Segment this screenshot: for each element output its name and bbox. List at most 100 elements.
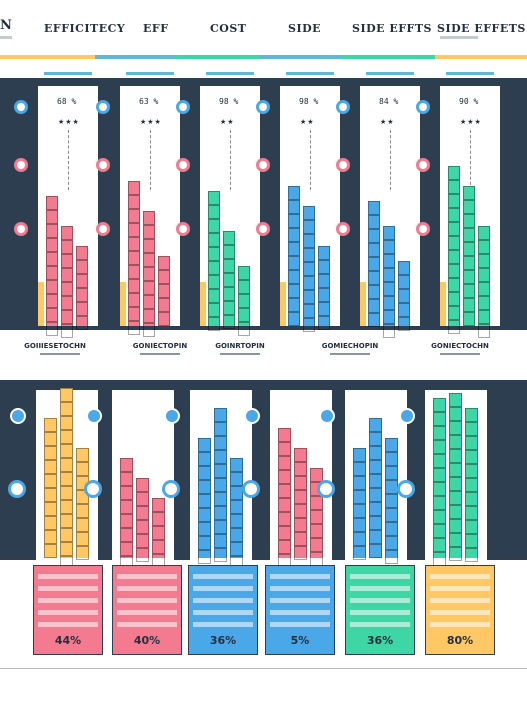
bar-cell [465,464,478,478]
top-bar [448,166,460,326]
bar-cell [278,470,291,484]
card-row [270,598,330,603]
bar-cell [46,196,58,210]
card-row [38,574,98,579]
bar-cell [76,316,88,330]
bar-cell [369,502,382,516]
bar-cell [60,500,73,514]
bar-cell [465,436,478,450]
bar-cell [310,468,323,482]
bar-cell [318,274,330,288]
bar-cell [198,508,211,522]
bar-cell [448,278,460,292]
bar-cell [128,265,140,279]
panel-label-strip [206,72,254,75]
bottom-bar [465,408,478,558]
bar-cell [61,296,73,310]
bar-cell [449,533,462,547]
bar-cell [385,466,398,480]
pill-icon [416,222,430,236]
bar-cell [208,247,220,261]
top-percent: 90 % [458,97,480,106]
bar-cell [433,426,446,440]
top-bar [318,246,330,326]
bar-cell [208,233,220,247]
bar-cell [44,544,57,558]
bar-cell [288,214,300,228]
top-bar [76,246,88,326]
top-bar [303,206,315,326]
bar-cell [198,466,211,480]
bar-cell [158,270,170,284]
bar-cell [449,463,462,477]
bar-cell [449,491,462,505]
bar-cell [433,510,446,524]
mid-label: GONIECTOCHN [431,342,489,350]
bar-cell [61,324,73,338]
bar-cell [383,296,395,310]
bar-cell [385,508,398,522]
header-n: N [0,18,12,33]
bar-cell [449,547,462,561]
bar-cell [238,294,250,308]
bar-cell [230,528,243,542]
bar-cell [214,548,227,562]
bar-cell [208,303,220,317]
bar-cell [46,280,58,294]
top-percent: 98 % [298,97,320,106]
base-bar [120,282,126,326]
bar-cell [288,186,300,200]
bar-cell [433,524,446,538]
top-bar [208,191,220,326]
bar-cell [318,316,330,330]
bar-cell [368,243,380,257]
bar-cell [294,476,307,490]
bar-cell [294,448,307,462]
result-card: 36% [345,565,415,655]
bar-cell [238,308,250,322]
bar-cell [61,226,73,240]
top-bar [223,231,235,326]
result-card: 5% [265,565,335,655]
bar-cell [449,477,462,491]
bar-cell [143,267,155,281]
dashed-guide [230,130,231,190]
bar-cell [143,225,155,239]
bar-cell [158,298,170,312]
bar-cell [120,458,133,472]
bar-cell [465,520,478,534]
bar-cell [448,320,460,334]
bar-cell [288,270,300,284]
bar-cell [433,496,446,510]
bar-cell [128,195,140,209]
header-efficiency: EFFICITECY [44,22,126,35]
bar-cell [158,284,170,298]
bar-cell [465,478,478,492]
bar-cell [278,540,291,554]
panel-label-strip [366,72,414,75]
bar-cell [463,270,475,284]
bar-cell [198,438,211,452]
bar-cell [398,289,410,303]
color-stripe [340,55,435,59]
bottom-rule [0,668,527,669]
bar-cell [294,546,307,560]
bottom-bar [198,438,211,558]
bar-cell [44,502,57,516]
bar-cell [463,284,475,298]
bar-cell [46,294,58,308]
pill-icon [416,158,430,172]
card-value: 5% [290,634,310,647]
card-row [117,622,177,627]
color-stripe [175,55,260,59]
bar-cell [143,239,155,253]
bar-cell [44,446,57,460]
pill-icon [317,480,335,498]
bar-cell [368,299,380,313]
bar-cell [448,236,460,250]
card-row [117,574,177,579]
bar-cell [120,486,133,500]
card-row [430,598,490,603]
bar-cell [152,498,165,512]
dashed-guide [310,130,311,190]
